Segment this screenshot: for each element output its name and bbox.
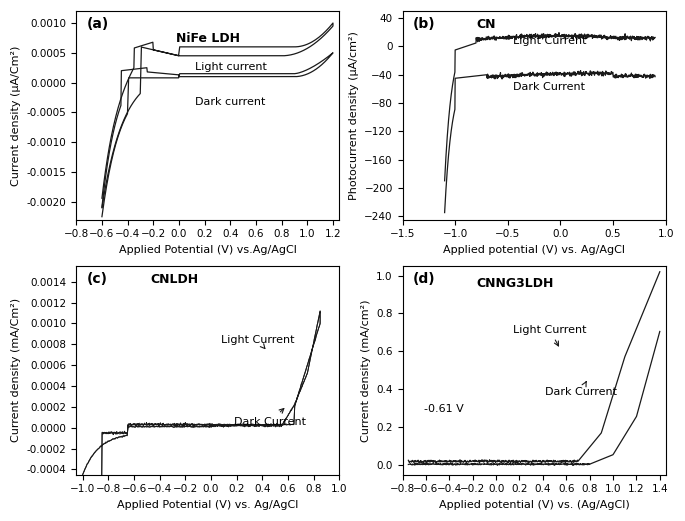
- Text: (a): (a): [87, 17, 109, 31]
- Text: Light Current: Light Current: [221, 335, 295, 349]
- Text: Dark Current: Dark Current: [545, 382, 616, 398]
- Y-axis label: Photocurrent density (μA/cm²): Photocurrent density (μA/cm²): [349, 31, 359, 200]
- Text: Dark Current: Dark Current: [234, 408, 306, 427]
- Text: CN: CN: [476, 18, 496, 31]
- Text: (b): (b): [413, 17, 436, 31]
- X-axis label: Applied Potential (V) vs. Ag/AgCl: Applied Potential (V) vs. Ag/AgCl: [117, 500, 299, 510]
- Text: CNLDH: CNLDH: [150, 272, 198, 286]
- Text: Light current: Light current: [195, 61, 266, 71]
- Text: Dark current: Dark current: [195, 97, 265, 107]
- Text: (d): (d): [413, 272, 436, 287]
- Text: -0.61 V: -0.61 V: [423, 404, 463, 414]
- Y-axis label: Current density (mA/Cm²): Current density (mA/Cm²): [11, 298, 21, 442]
- Text: NiFe LDH: NiFe LDH: [176, 32, 240, 45]
- Y-axis label: Current density (mA/cm²): Current density (mA/cm²): [361, 299, 371, 442]
- X-axis label: Applied Potential (V) vs.Ag/AgCl: Applied Potential (V) vs.Ag/AgCl: [119, 245, 297, 255]
- Y-axis label: Current density (μA/Cm²): Current density (μA/Cm²): [11, 45, 21, 185]
- X-axis label: Applied potential (V) vs. Ag/AgCl: Applied potential (V) vs. Ag/AgCl: [443, 245, 625, 255]
- Text: Light Current: Light Current: [513, 36, 586, 46]
- Text: (c): (c): [87, 272, 108, 287]
- Text: Dark Current: Dark Current: [513, 82, 585, 92]
- Text: CNNG3LDH: CNNG3LDH: [476, 277, 553, 290]
- Text: Light Current: Light Current: [513, 325, 586, 346]
- X-axis label: Applied potential (V) vs. (Ag/AgCl): Applied potential (V) vs. (Ag/AgCl): [438, 500, 630, 510]
